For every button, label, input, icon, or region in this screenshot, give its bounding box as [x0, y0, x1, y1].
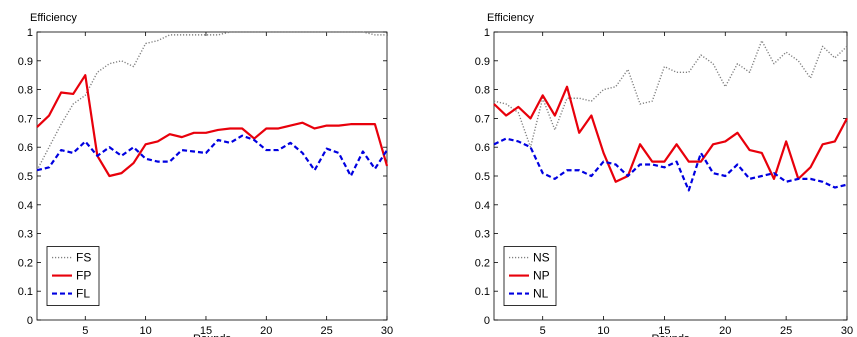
y-tick-label: 0.2	[18, 257, 33, 269]
y-tick-label: 0.6	[475, 142, 490, 154]
y-tick-label: 0.1	[18, 286, 33, 298]
x-tick-label: 30	[841, 325, 853, 337]
x-tick-label: 25	[780, 325, 792, 337]
legend: FS FP FL	[46, 246, 100, 306]
series-line-fs	[36, 31, 387, 171]
legend-label-fl: FL	[76, 287, 90, 301]
y-tick-label: 0.3	[475, 229, 490, 241]
legend-label-ns: NS	[533, 251, 550, 265]
y-tick-label: 1	[484, 27, 490, 39]
x-axis-label: Rounds	[652, 333, 690, 337]
x-tick-label: 10	[597, 325, 609, 337]
y-axis-label: Efficiency	[30, 12, 77, 24]
y-tick-label: 1	[27, 27, 33, 39]
y-tick-label: 0.7	[475, 113, 490, 125]
x-tick-label: 5	[82, 325, 88, 337]
x-tick-label: 30	[381, 325, 393, 337]
y-tick-label: 0.8	[475, 85, 490, 97]
legend-label-nl: NL	[533, 287, 549, 301]
y-tick-label: 0.9	[18, 56, 33, 68]
y-tick-label: 0.2	[475, 257, 490, 269]
legend: NS NP NL	[503, 246, 557, 306]
x-tick-label: 15	[658, 325, 670, 337]
chart-panel-2: 00.10.20.30.40.50.60.70.80.915 10 15 20 25 30…	[475, 12, 853, 337]
y-tick-label: 0.3	[18, 229, 33, 241]
y-tick-label: 0.4	[475, 200, 490, 212]
y-tick-label: 0	[27, 315, 33, 327]
x-tick-label: 10	[139, 325, 151, 337]
x-tick-label: 20	[260, 325, 272, 337]
series-line-np	[493, 85, 848, 183]
y-axis-label: Efficiency	[487, 12, 534, 24]
series-line-ns	[493, 39, 848, 148]
y-tick-label: 0	[484, 315, 490, 327]
series-line-fl	[36, 134, 388, 178]
x-tick-label: 15	[200, 325, 212, 337]
y-tick-label: 0.6	[18, 142, 33, 154]
legend-label-fs: FS	[76, 251, 91, 265]
y-tick-label: 0.1	[475, 286, 490, 298]
x-tick-label: 5	[540, 325, 546, 337]
y-tick-label: 0.4	[18, 200, 33, 212]
legend-label-np: NP	[533, 269, 550, 283]
x-axis-label: Rounds	[193, 333, 231, 337]
x-tick-label: 20	[719, 325, 731, 337]
y-tick-label: 0.5	[475, 171, 490, 183]
y-tick-label: 0.9	[475, 56, 490, 68]
y-tick-label: 0.8	[18, 85, 33, 97]
series-line-fp	[36, 74, 389, 178]
y-tick-label: 0.7	[18, 113, 33, 125]
series-line-nl	[493, 137, 848, 192]
chart-panel-1: 00.10.20.30.40.50.60.70.80.915 10 15 20 25 30…	[18, 12, 393, 337]
y-tick-label: 0.5	[18, 171, 33, 183]
x-tick-label: 25	[321, 325, 333, 337]
legend-label-fp: FP	[76, 269, 91, 283]
